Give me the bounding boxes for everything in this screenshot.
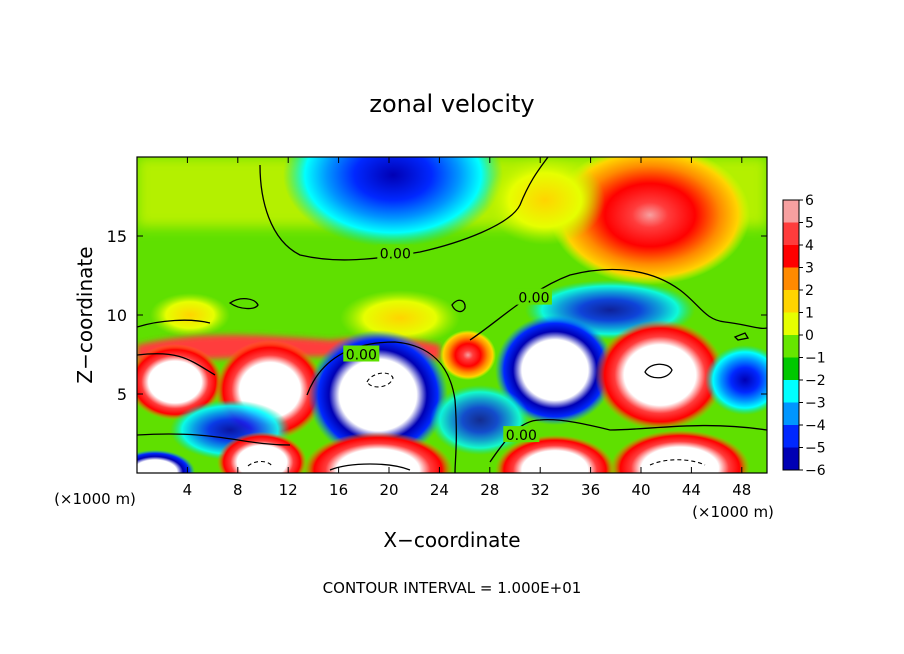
colorbar-swatch — [783, 312, 799, 335]
y-tick-label: 15 — [107, 227, 127, 246]
x-tick-label: 24 — [430, 481, 449, 499]
colorbar-swatch — [783, 222, 799, 245]
colorbar: 6 5 4 3 2 1 0 −1 −2 −3 −4 −5 −6 — [782, 193, 826, 479]
y-tick-label: 5 — [117, 385, 127, 404]
heatmap-field — [137, 157, 767, 473]
chart-title: zonal velocity — [369, 90, 534, 118]
colorbar-swatch — [783, 335, 799, 358]
colorbar-label: 1 — [805, 306, 814, 322]
x-unit-right: (×1000 m) — [692, 503, 774, 521]
colorbar-label: 4 — [805, 238, 814, 254]
contour-label: 0.00 — [506, 428, 537, 444]
x-tick-label: 28 — [480, 481, 499, 499]
x-tick-label: 40 — [631, 481, 650, 499]
contour-label-bg — [515, 288, 552, 305]
x-tick-label: 36 — [581, 481, 600, 499]
contour-label: 0.00 — [346, 348, 377, 364]
colorbar-swatch — [783, 200, 799, 223]
x-tick-label: 8 — [233, 481, 243, 499]
colorbar-label: −4 — [805, 418, 826, 434]
x-axis-label: X−coordinate — [383, 528, 520, 552]
x-tick-label: 44 — [682, 481, 701, 499]
colorbar-swatch — [783, 267, 799, 290]
colorbar-label: 3 — [805, 261, 814, 277]
contour-labels: 0.00 0.00 0.00 0.00 — [343, 244, 552, 444]
x-tick-label: 32 — [531, 481, 550, 499]
colorbar-swatch — [783, 447, 799, 470]
x-tick-label: 12 — [279, 481, 298, 499]
colorbar-swatch — [783, 402, 799, 425]
colorbar-label: −5 — [805, 441, 826, 457]
contour-label-bg — [343, 345, 380, 362]
x-tick-label: 16 — [329, 481, 348, 499]
contour-label-bg — [377, 244, 414, 261]
x-tick-label: 4 — [183, 481, 193, 499]
colorbar-swatch — [783, 357, 799, 380]
colorbar-label: −1 — [805, 351, 826, 367]
colorbar-label: −2 — [805, 373, 826, 389]
y-tick-label: 10 — [107, 306, 127, 325]
x-axis: 4 8 12 16 20 24 28 32 36 40 44 48 — [183, 157, 751, 499]
colorbar-label: −3 — [805, 396, 826, 412]
contour-interval-note: CONTOUR INTERVAL = 1.000E+01 — [323, 579, 582, 597]
y-axis-label: Z−coordinate — [73, 246, 97, 383]
x-tick-label: 20 — [379, 481, 398, 499]
colorbar-swatch — [783, 425, 799, 448]
x-unit-left: (×1000 m) — [54, 490, 136, 508]
x-tick-label: 48 — [732, 481, 751, 499]
colorbar-label: −6 — [805, 463, 826, 479]
contour-label-bg — [503, 426, 540, 443]
colorbar-swatch — [783, 380, 799, 403]
colorbar-label: 6 — [805, 193, 814, 209]
colorbar-label: 2 — [805, 283, 814, 299]
colorbar-swatch — [783, 245, 799, 268]
upper-minimum — [283, 157, 503, 247]
y-axis: 5 10 15 — [107, 227, 767, 404]
contour-label: 0.00 — [380, 246, 411, 262]
colorbar-swatch — [783, 290, 799, 313]
contour-label: 0.00 — [518, 291, 549, 307]
colorbar-label: 0 — [805, 328, 814, 344]
colorbar-label: 5 — [805, 216, 814, 232]
